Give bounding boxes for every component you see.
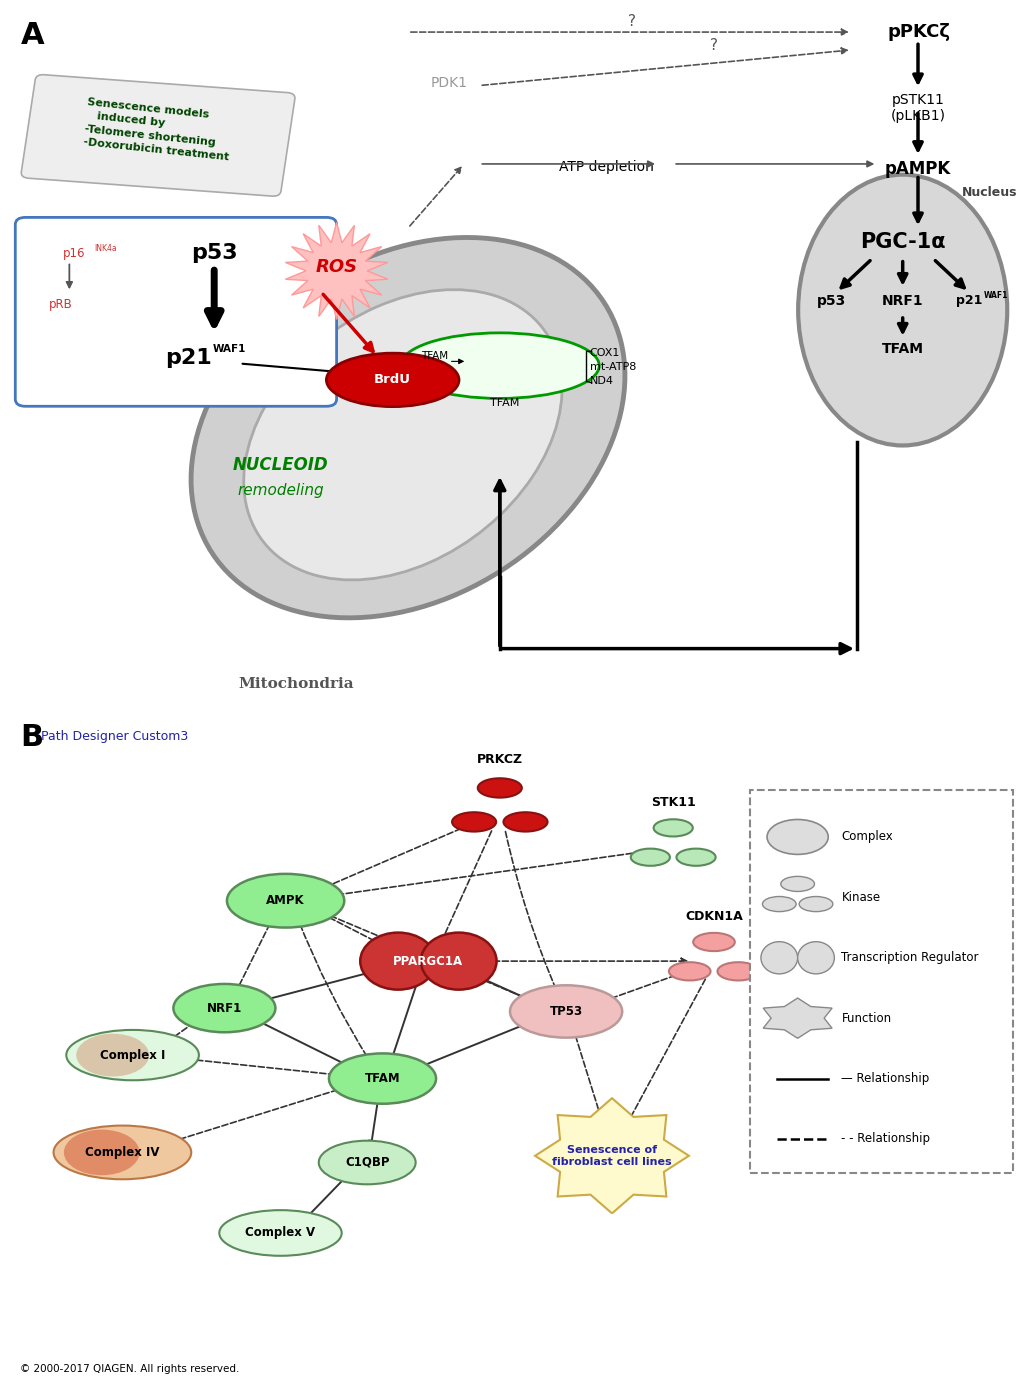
Ellipse shape <box>799 897 833 912</box>
PathPatch shape <box>762 998 832 1038</box>
Text: Function: Function <box>841 1012 891 1024</box>
Ellipse shape <box>219 1210 341 1255</box>
Text: Complex: Complex <box>841 830 893 843</box>
Ellipse shape <box>797 941 834 974</box>
Text: COX1: COX1 <box>589 347 620 358</box>
Text: WAF1: WAF1 <box>213 345 246 354</box>
Text: PPARGC1A: PPARGC1A <box>393 955 463 967</box>
Text: TFAM: TFAM <box>421 352 448 361</box>
Text: Mitochondria: Mitochondria <box>237 677 354 691</box>
FancyBboxPatch shape <box>15 217 336 407</box>
Text: p53: p53 <box>816 293 845 307</box>
Ellipse shape <box>477 778 522 797</box>
Text: NRF1: NRF1 <box>207 1002 242 1014</box>
PathPatch shape <box>535 1098 688 1214</box>
Text: pSTK11
(pLKB1): pSTK11 (pLKB1) <box>890 93 945 123</box>
Ellipse shape <box>798 174 1007 446</box>
Ellipse shape <box>676 848 715 866</box>
PathPatch shape <box>285 223 387 320</box>
Text: Nucleus: Nucleus <box>961 185 1016 199</box>
Ellipse shape <box>326 353 459 407</box>
Ellipse shape <box>760 941 797 974</box>
Text: PGC-1α: PGC-1α <box>859 233 945 252</box>
Ellipse shape <box>53 1125 192 1179</box>
Ellipse shape <box>318 1140 416 1185</box>
Text: TP53: TP53 <box>549 1005 582 1019</box>
Text: PRKCZ: PRKCZ <box>476 753 523 765</box>
Ellipse shape <box>451 812 495 832</box>
Ellipse shape <box>716 962 758 980</box>
Ellipse shape <box>328 1053 436 1104</box>
Text: pAMPK: pAMPK <box>884 161 950 179</box>
Ellipse shape <box>781 876 814 891</box>
Text: INK4a: INK4a <box>94 244 116 252</box>
Ellipse shape <box>66 1030 199 1081</box>
Ellipse shape <box>630 848 669 866</box>
Text: Transcription Regulator: Transcription Regulator <box>841 951 978 965</box>
Ellipse shape <box>766 819 827 854</box>
Text: p21: p21 <box>165 347 212 368</box>
Text: p21: p21 <box>955 295 981 307</box>
Ellipse shape <box>191 238 625 617</box>
Ellipse shape <box>244 289 561 580</box>
Text: BrdU: BrdU <box>374 374 411 386</box>
Text: PDK1: PDK1 <box>430 76 467 90</box>
Text: p53: p53 <box>191 244 237 263</box>
Ellipse shape <box>173 984 275 1032</box>
Ellipse shape <box>76 1034 149 1077</box>
Text: p16: p16 <box>63 246 86 260</box>
Text: AMPK: AMPK <box>266 894 305 907</box>
Text: Path Designer Custom3: Path Designer Custom3 <box>41 729 187 743</box>
Text: ?: ? <box>709 37 717 53</box>
Text: ROS: ROS <box>315 259 358 277</box>
Ellipse shape <box>64 1129 140 1175</box>
Text: Complex I: Complex I <box>100 1049 165 1062</box>
Ellipse shape <box>693 933 734 951</box>
Text: pPKCζ: pPKCζ <box>887 24 950 42</box>
Text: TFAM: TFAM <box>880 342 923 356</box>
FancyBboxPatch shape <box>749 790 1012 1172</box>
Ellipse shape <box>653 819 692 836</box>
Text: A: A <box>20 21 44 50</box>
Text: TFAM: TFAM <box>365 1073 399 1085</box>
Text: mt-ATP8: mt-ATP8 <box>589 363 635 372</box>
Text: C1QBP: C1QBP <box>344 1156 389 1169</box>
Text: NRF1: NRF1 <box>881 293 922 307</box>
Text: ND4: ND4 <box>589 376 613 386</box>
Ellipse shape <box>668 962 710 980</box>
Text: Complex IV: Complex IV <box>85 1146 160 1158</box>
Text: CDKN1A: CDKN1A <box>685 909 742 923</box>
Text: TFAM: TFAM <box>490 399 519 408</box>
FancyBboxPatch shape <box>21 75 294 197</box>
Text: NUCLEOID: NUCLEOID <box>232 457 328 475</box>
Text: B: B <box>20 722 44 752</box>
Ellipse shape <box>510 985 622 1038</box>
Text: WAF1: WAF1 <box>982 291 1007 300</box>
Text: remodeling: remodeling <box>237 483 323 498</box>
Ellipse shape <box>227 873 344 927</box>
Text: pRB: pRB <box>49 298 72 311</box>
Text: - - Relationship: - - Relationship <box>841 1132 929 1146</box>
Ellipse shape <box>421 933 496 990</box>
Ellipse shape <box>762 897 796 912</box>
Text: STK11: STK11 <box>650 796 695 808</box>
Ellipse shape <box>503 812 547 832</box>
Text: Complex V: Complex V <box>246 1226 315 1240</box>
Ellipse shape <box>400 334 599 399</box>
Text: ?: ? <box>628 14 636 29</box>
Ellipse shape <box>360 933 435 990</box>
Text: © 2000-2017 QIAGEN. All rights reserved.: © 2000-2017 QIAGEN. All rights reserved. <box>20 1363 239 1374</box>
Text: Kinase: Kinase <box>841 891 879 904</box>
Text: ATP depletion: ATP depletion <box>558 161 654 174</box>
Text: Senescence of
fibroblast cell lines: Senescence of fibroblast cell lines <box>551 1145 672 1167</box>
Text: Senescence models
   induced by
-Telomere shortening
-Doxorubicin treatment: Senescence models induced by -Telomere s… <box>83 97 233 162</box>
Text: — Relationship: — Relationship <box>841 1073 929 1085</box>
